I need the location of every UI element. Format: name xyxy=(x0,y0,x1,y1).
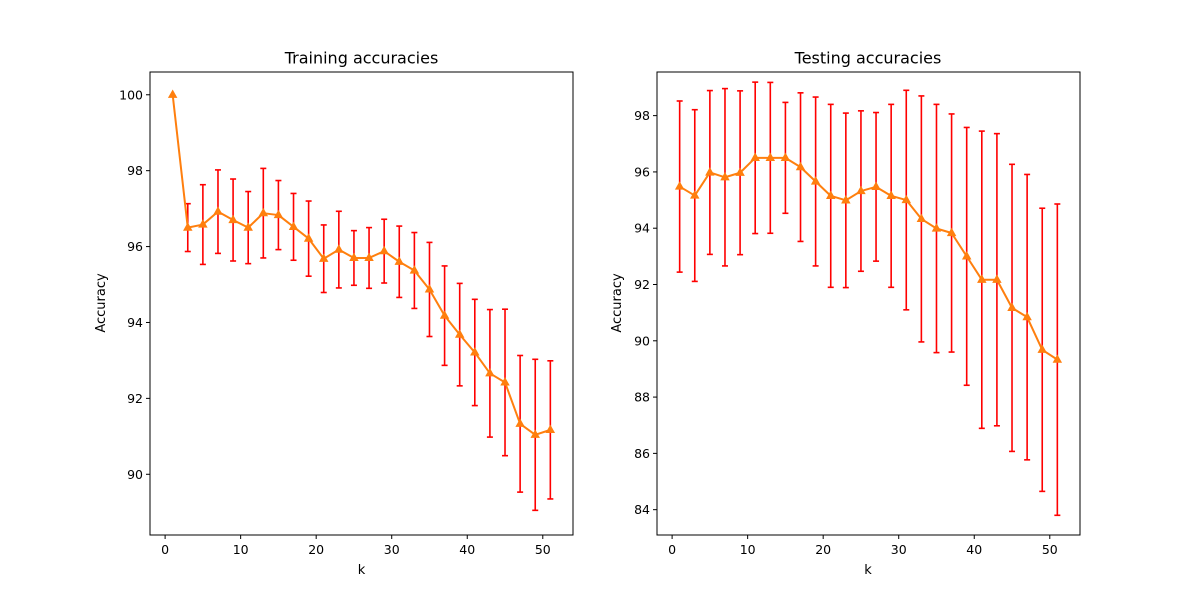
training-accuracies-chart: Training accuracies k Accuracy 0 10 20 30 40… xyxy=(94,49,574,578)
y-tick-label: 100 xyxy=(119,87,143,102)
data-point-marker xyxy=(690,190,700,199)
plot-frame xyxy=(656,71,1081,536)
data-point-marker xyxy=(364,252,374,262)
x-tick-label: 40 xyxy=(459,542,475,557)
x-tick-label: 10 xyxy=(233,542,249,557)
data-point-marker xyxy=(318,253,329,262)
data-point-marker xyxy=(394,256,405,265)
y-axis-label: Accuracy xyxy=(610,273,625,333)
data-point-marker xyxy=(379,245,389,255)
y-axis-label: Accuracy xyxy=(94,273,109,333)
x-tick-label: 50 xyxy=(535,542,551,557)
x-tick-label: 50 xyxy=(1042,542,1058,557)
data-point-marker xyxy=(334,244,344,253)
data-point-marker xyxy=(167,89,178,98)
data-point-marker xyxy=(750,152,760,161)
data-point-marker xyxy=(1052,354,1063,363)
x-tick-label: 0 xyxy=(161,542,169,557)
plot-frame xyxy=(149,71,574,536)
data-point-marker xyxy=(841,195,851,204)
data-point-marker xyxy=(198,219,208,228)
data-point-marker xyxy=(961,251,972,260)
data-point-marker xyxy=(916,213,927,223)
data-point-marker xyxy=(273,209,284,219)
x-tick-label: 0 xyxy=(668,542,676,557)
y-tick-label: 96 xyxy=(127,239,143,254)
data-point-marker xyxy=(674,181,685,190)
data-point-marker xyxy=(871,181,881,190)
data-point-marker xyxy=(243,222,253,231)
x-axis-label: k xyxy=(358,563,366,578)
data-point-marker xyxy=(1022,311,1032,321)
y-tick-label: 92 xyxy=(634,277,650,292)
data-point-marker xyxy=(454,329,465,338)
data-point-marker xyxy=(810,176,821,185)
y-tick-label: 90 xyxy=(634,333,650,348)
data-point-marker xyxy=(901,194,912,204)
data-point-marker xyxy=(992,274,1002,283)
data-point-marker xyxy=(545,424,556,433)
data-point-marker xyxy=(530,429,540,438)
testing-accuracies-chart: Testing accuracies k Accuracy 0 10 20 30 40 5… xyxy=(610,49,1081,578)
x-tick-label: 40 xyxy=(966,542,982,557)
data-point-marker xyxy=(183,222,193,231)
data-point-marker xyxy=(228,214,238,224)
y-tick-label: 94 xyxy=(634,221,650,236)
data-point-marker xyxy=(705,167,715,176)
data-point-marker xyxy=(856,185,866,195)
data-point-marker xyxy=(288,221,299,230)
data-point-marker xyxy=(439,310,450,319)
y-tick-label: 88 xyxy=(634,390,650,405)
x-tick-label: 30 xyxy=(384,542,400,557)
data-point-marker xyxy=(258,207,269,217)
data-point-marker xyxy=(409,265,420,274)
data-point-marker xyxy=(735,167,745,176)
y-tick-label: 84 xyxy=(634,502,650,517)
y-tick-label: 94 xyxy=(127,315,143,330)
data-point-marker xyxy=(213,206,223,215)
data-point-marker xyxy=(825,190,836,199)
data-point-marker xyxy=(470,347,480,356)
data-point-marker xyxy=(886,190,896,199)
data-point-marker xyxy=(1037,344,1047,353)
data-point-marker xyxy=(765,152,776,161)
data-point-marker xyxy=(720,171,730,181)
data-point-marker xyxy=(349,252,359,262)
y-tick-label: 98 xyxy=(127,163,143,178)
data-point-marker xyxy=(515,418,525,427)
x-tick-label: 10 xyxy=(740,542,756,557)
y-tick-label: 98 xyxy=(634,108,650,123)
y-tick-label: 96 xyxy=(634,164,650,179)
y-tick-label: 86 xyxy=(634,446,650,461)
data-point-marker xyxy=(931,223,942,232)
data-point-marker xyxy=(485,368,495,377)
x-tick-label: 20 xyxy=(815,542,831,557)
data-point-marker xyxy=(424,284,435,293)
y-tick-label: 92 xyxy=(127,391,143,406)
data-point-marker xyxy=(977,274,987,283)
x-axis-label: k xyxy=(864,563,872,578)
y-tick-label: 90 xyxy=(127,467,143,482)
data-point-marker xyxy=(1007,302,1017,311)
x-tick-label: 20 xyxy=(308,542,324,557)
data-point-marker xyxy=(795,161,806,171)
data-point-marker xyxy=(500,377,510,386)
chart-title: Testing accuracies xyxy=(794,49,942,68)
data-point-marker xyxy=(946,227,957,237)
series-line xyxy=(679,156,1058,361)
data-point-marker xyxy=(303,233,314,242)
chart-title: Training accuracies xyxy=(284,49,439,68)
x-tick-label: 30 xyxy=(891,542,907,557)
series-line xyxy=(171,94,551,436)
data-point-marker xyxy=(780,152,791,161)
